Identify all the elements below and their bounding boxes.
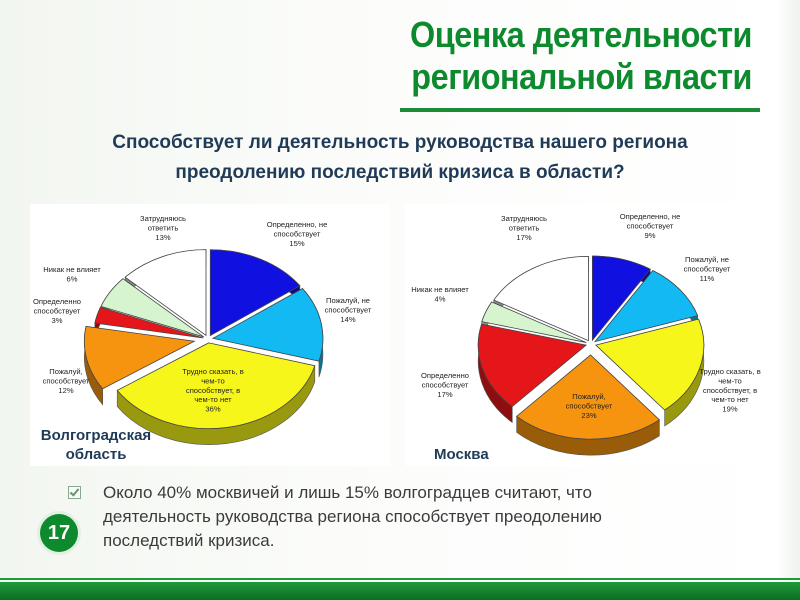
- pie-slice-label-3: Пожалуй, способствует 23%: [566, 392, 613, 420]
- footer-bar: [0, 582, 800, 600]
- pie-slice-label-1: Пожалуй, не способствует 11%: [684, 255, 731, 283]
- pie-slice-3: [515, 354, 661, 440]
- pie-slice-4: [94, 306, 204, 339]
- page-number-badge: 17: [40, 514, 78, 552]
- pie-slice-label-3: Пожалуй, способствует 12%: [43, 367, 90, 395]
- conclusion-text: Около 40% москвичей и лишь 15% волгоград…: [103, 483, 602, 550]
- pie-slice-5: [100, 278, 204, 338]
- pie-chart-volgograd: Определенно, не способствует 15% Пожалуй, н…: [33, 214, 372, 445]
- region-label-volgograd-line1: Волгоградская: [40, 427, 152, 444]
- pie-slice-2: [116, 342, 316, 429]
- pie-slice-4: [477, 323, 588, 408]
- pie-slice-5: [481, 301, 587, 343]
- pie-slice-6: [493, 256, 589, 342]
- pie-slice-0: [591, 255, 651, 342]
- title-line-1: Оценка деятельности: [409, 14, 752, 55]
- pie-slice-6: [124, 249, 207, 337]
- pie-slice-1: [593, 269, 699, 343]
- region-label-volgograd-line2: область: [65, 446, 127, 463]
- pie-slice-label-2: Трудно сказать, в чем-то способствует, в че…: [699, 367, 761, 414]
- pie-slice-2: [594, 318, 705, 411]
- chart-panel-moscow: Определенно, не способствует 9% Пожалуй, не…: [405, 204, 773, 466]
- pie-slice-label-6: Затрудняюсь ответить 13%: [140, 214, 186, 242]
- title-line-2: региональной власти: [411, 56, 752, 97]
- question-line-2: преодолению последствий кризиса в област…: [175, 162, 625, 183]
- pie-slice-label-0: Определенно, не способствует 15%: [267, 220, 328, 248]
- pie-slice-0: [209, 249, 301, 337]
- checkbox-bullet-icon: [68, 486, 81, 499]
- slide-title: Оценка деятельности региональной власти: [410, 14, 752, 98]
- edge-gradient: [776, 0, 800, 600]
- pie-slice-label-4: Определенно способствует 3%: [33, 297, 81, 325]
- pie-slice-label-0: Определенно, не способствует 9%: [620, 212, 681, 240]
- pie-chart-moscow: Определенно, не способствует 9%Пожалуй, не…: [411, 212, 761, 456]
- region-label-moscow: Москва: [434, 446, 489, 463]
- pie-slice-label-1: Пожалуй, не способствует 14%: [325, 296, 372, 324]
- pie-slice-label-5: Никак не влияет 6%: [43, 265, 101, 283]
- region-label-volgograd: Волгоградская область: [36, 426, 156, 464]
- pie-slice-label-2: Трудно сказать, в чем-то способствует, в че…: [182, 367, 244, 414]
- pie-slice-1: [211, 288, 324, 362]
- question-text: Способствует ли деятельность руководства…: [20, 128, 780, 188]
- pie-slice-3: [83, 325, 196, 390]
- pie-slice-label-6: Затрудняюсь ответить 17%: [501, 214, 547, 242]
- title-underline: [400, 108, 760, 112]
- chart-panel-volgograd: Определенно, не способствует 15% Пожалуй, н…: [30, 204, 390, 466]
- question-line-1: Способствует ли деятельность руководства…: [112, 132, 688, 153]
- footer-line: [0, 578, 800, 580]
- pie-slice-label-5: Никак не влияет 4%: [411, 285, 469, 303]
- pie-slice-label-4: Определенно способствует 17%: [421, 371, 469, 399]
